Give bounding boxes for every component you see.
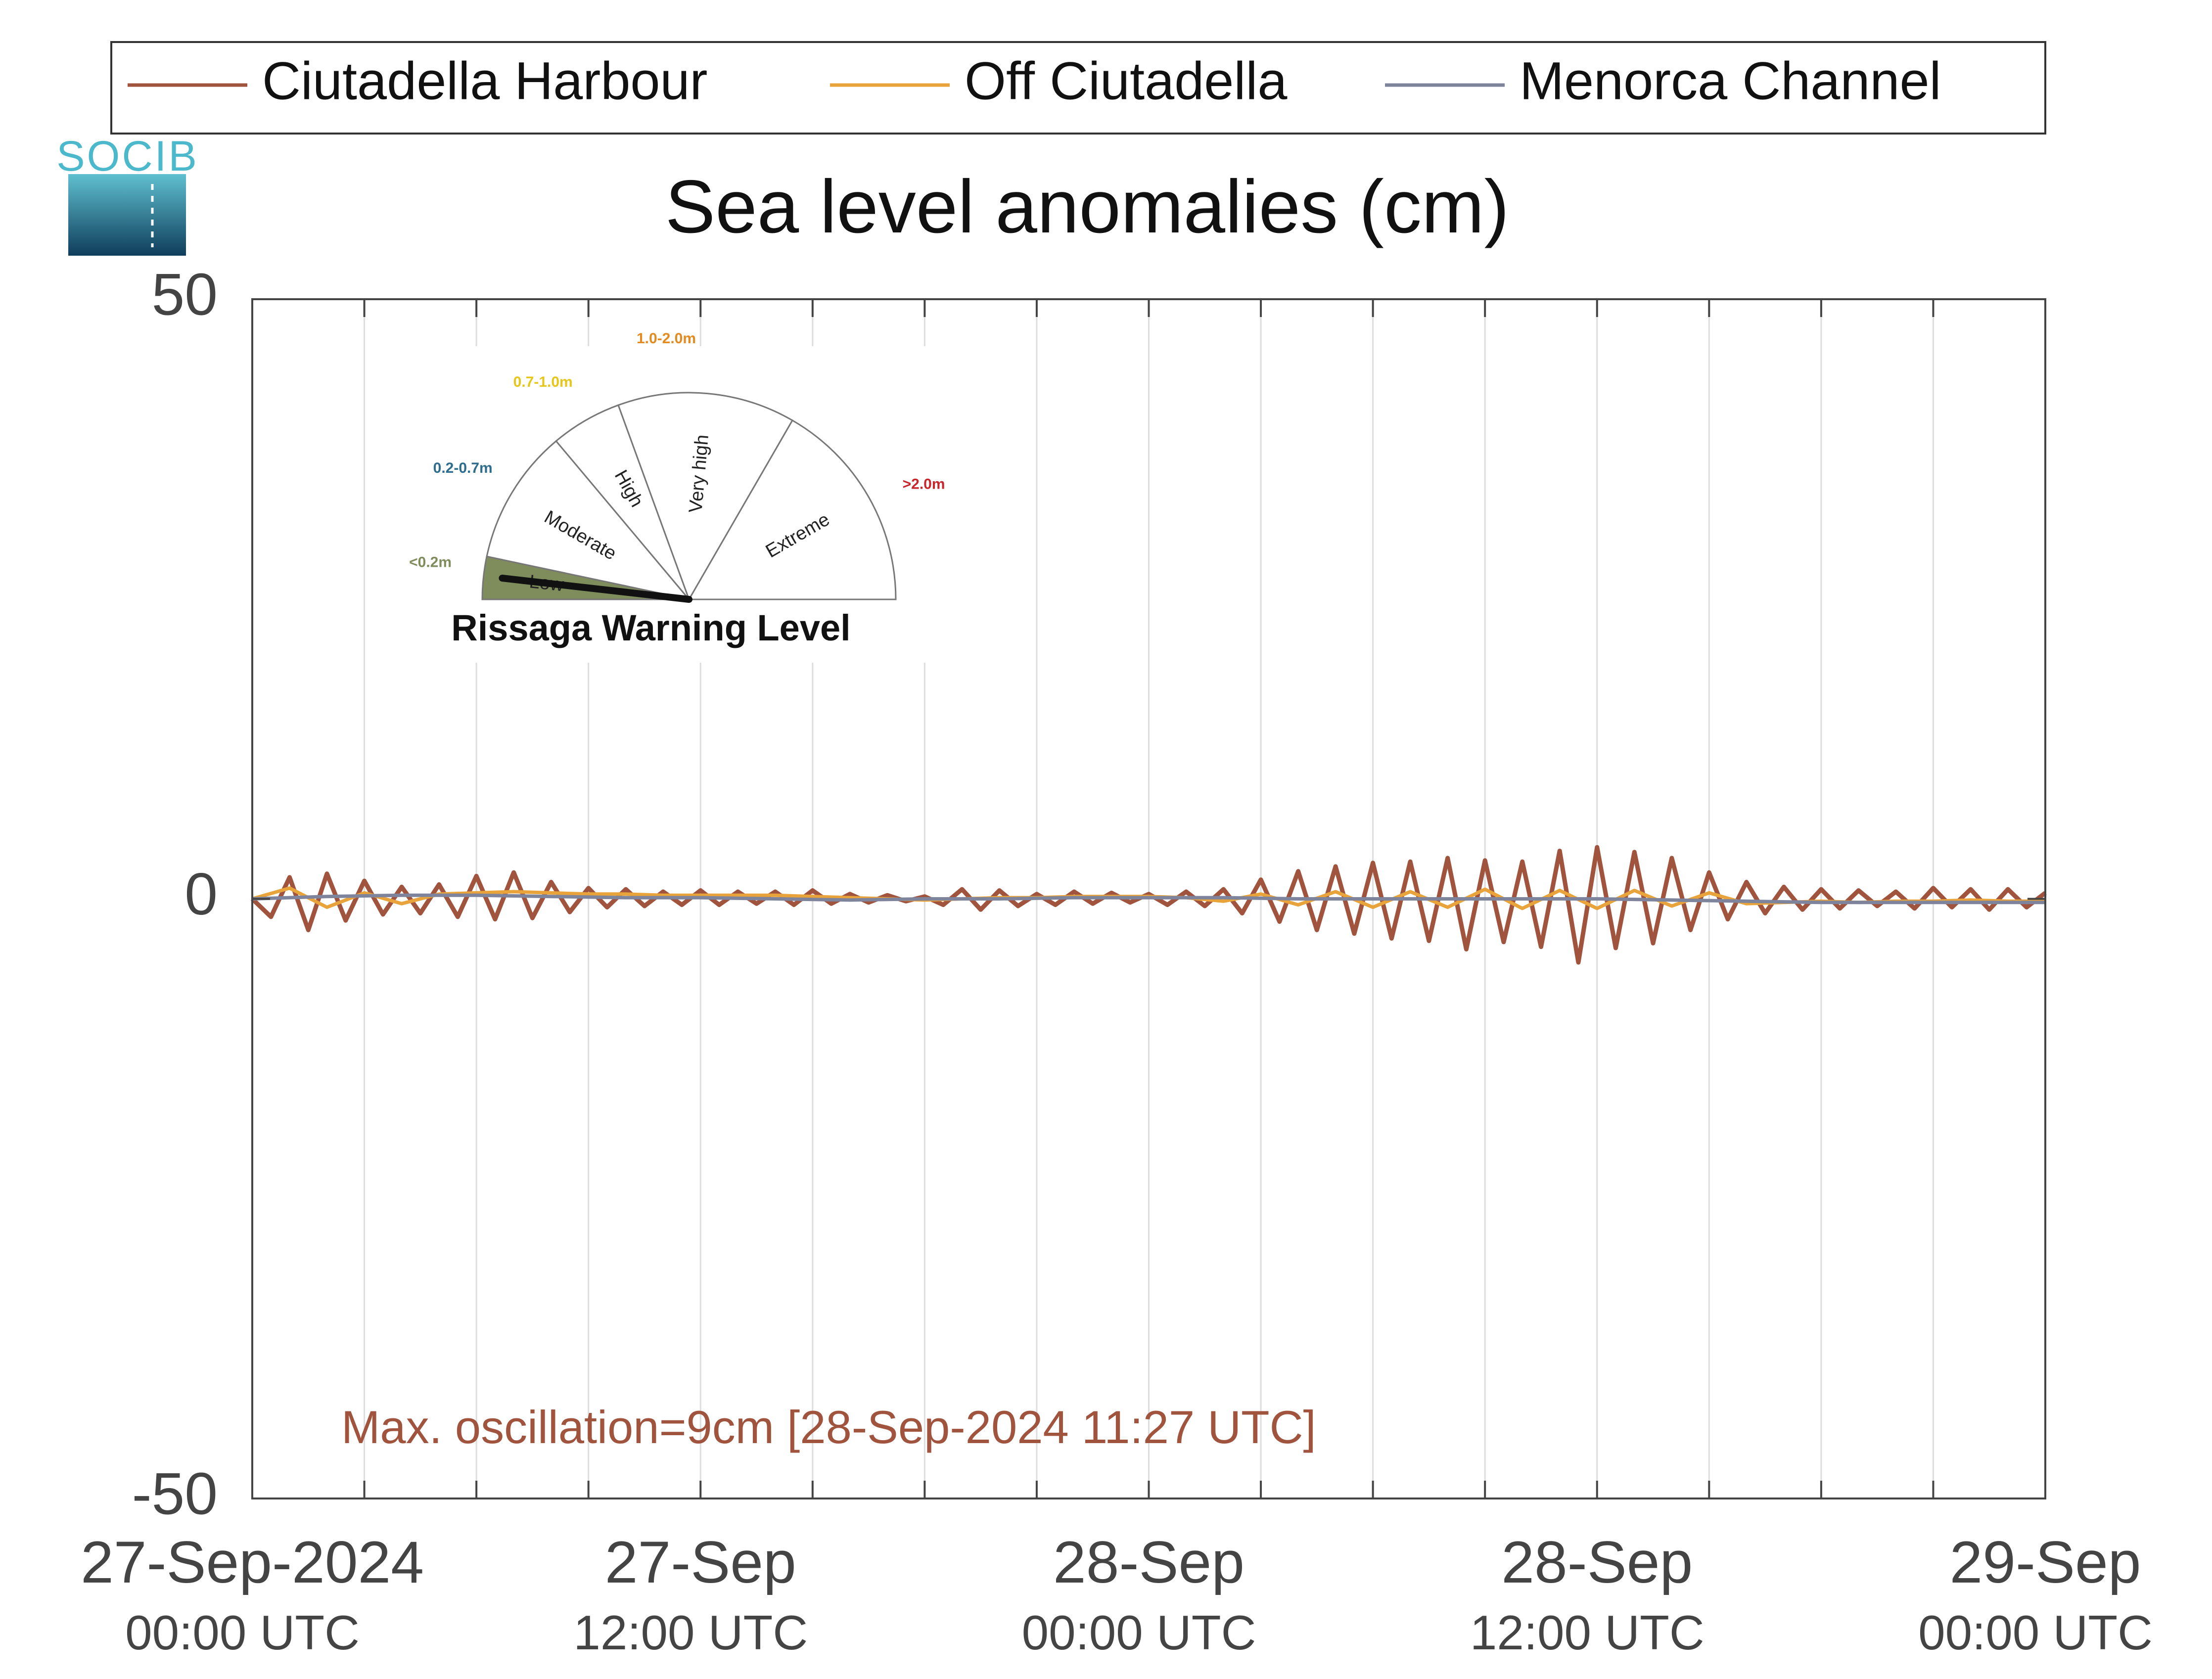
gauge-sectors: Low<0.2mModerate0.2-0.7mHigh0.7-1.0mVery… xyxy=(409,330,945,603)
legend-frame xyxy=(110,41,2046,135)
y-axis-tick-labels: -50 0 50 xyxy=(132,262,218,1527)
logo-wordmark: SOCIB xyxy=(56,133,199,180)
legend-label-menorca-channel: Menorca Channel xyxy=(1520,51,1941,111)
plot-area xyxy=(250,298,2047,1499)
x-tick-label-time: 12:00 UTC xyxy=(573,1605,808,1660)
x-axis-tick-labels: 27-Sep-2024 00:00 UTC 27-Sep 12:00 UTC 28-Se… xyxy=(81,1529,2153,1660)
gauge-sector-very-high xyxy=(617,392,794,601)
x-tick-label-date: 27-Sep xyxy=(605,1529,796,1595)
x-tick-label-time: 00:00 UTC xyxy=(125,1605,360,1660)
x-tick-label-time: 00:00 UTC xyxy=(1918,1605,2153,1660)
gauge-needle xyxy=(499,575,692,603)
y-tick-label: -50 xyxy=(132,1461,218,1527)
max-oscillation-annotation: Max. oscillation=9cm [28-Sep-2024 11:27 … xyxy=(341,1401,1316,1453)
x-tick-label-date: 29-Sep xyxy=(1950,1529,2141,1595)
legend-label-ciutadella-harbour: Ciutadella Harbour xyxy=(262,51,708,111)
y-tick-label: 0 xyxy=(184,861,218,927)
gauge-title: Rissaga Warning Level xyxy=(451,607,850,648)
gauge-range-label-very-high: 1.0-2.0m xyxy=(637,330,696,347)
logo-wave-block xyxy=(68,174,186,256)
gauge-sector-extreme xyxy=(688,419,897,600)
series-line-menorca-channel xyxy=(252,893,2045,905)
gauge-range-label-moderate: 0.2-0.7m xyxy=(433,460,493,476)
socib-logo: SOCIB xyxy=(56,133,199,256)
gauge-range-label-extreme: >2.0m xyxy=(903,476,945,492)
y-tick-marks xyxy=(252,298,2045,1499)
y-tick-label: 50 xyxy=(152,262,218,328)
series-line-ciutadella-harbour xyxy=(250,845,2047,965)
x-tick-label-time: 12:00 UTC xyxy=(1470,1605,1705,1660)
x-tick-label-date: 28-Sep xyxy=(1053,1529,1244,1595)
gauge-range-label-high: 0.7-1.0m xyxy=(513,374,573,390)
rissaga-warning-gauge: Low<0.2mModerate0.2-0.7mHigh0.7-1.0mVery… xyxy=(400,330,945,663)
x-tick-label-time: 00:00 UTC xyxy=(1022,1605,1256,1660)
x-tick-label-date: 27-Sep-2024 xyxy=(81,1529,424,1595)
legend: Ciutadella Harbour Off Ciutadella Menorc… xyxy=(110,41,2046,135)
gauge-sector-high xyxy=(555,404,690,600)
gauge-sector-moderate xyxy=(486,440,691,601)
series-lines xyxy=(250,845,2047,965)
legend-label-off-ciutadella: Off Ciutadella xyxy=(965,51,1288,111)
x-tick-marks xyxy=(363,299,1935,1498)
chart-title: Sea level anomalies (cm) xyxy=(665,165,1509,249)
x-tick-label-date: 28-Sep xyxy=(1501,1529,1693,1595)
gauge-range-label-low: <0.2m xyxy=(409,554,452,570)
